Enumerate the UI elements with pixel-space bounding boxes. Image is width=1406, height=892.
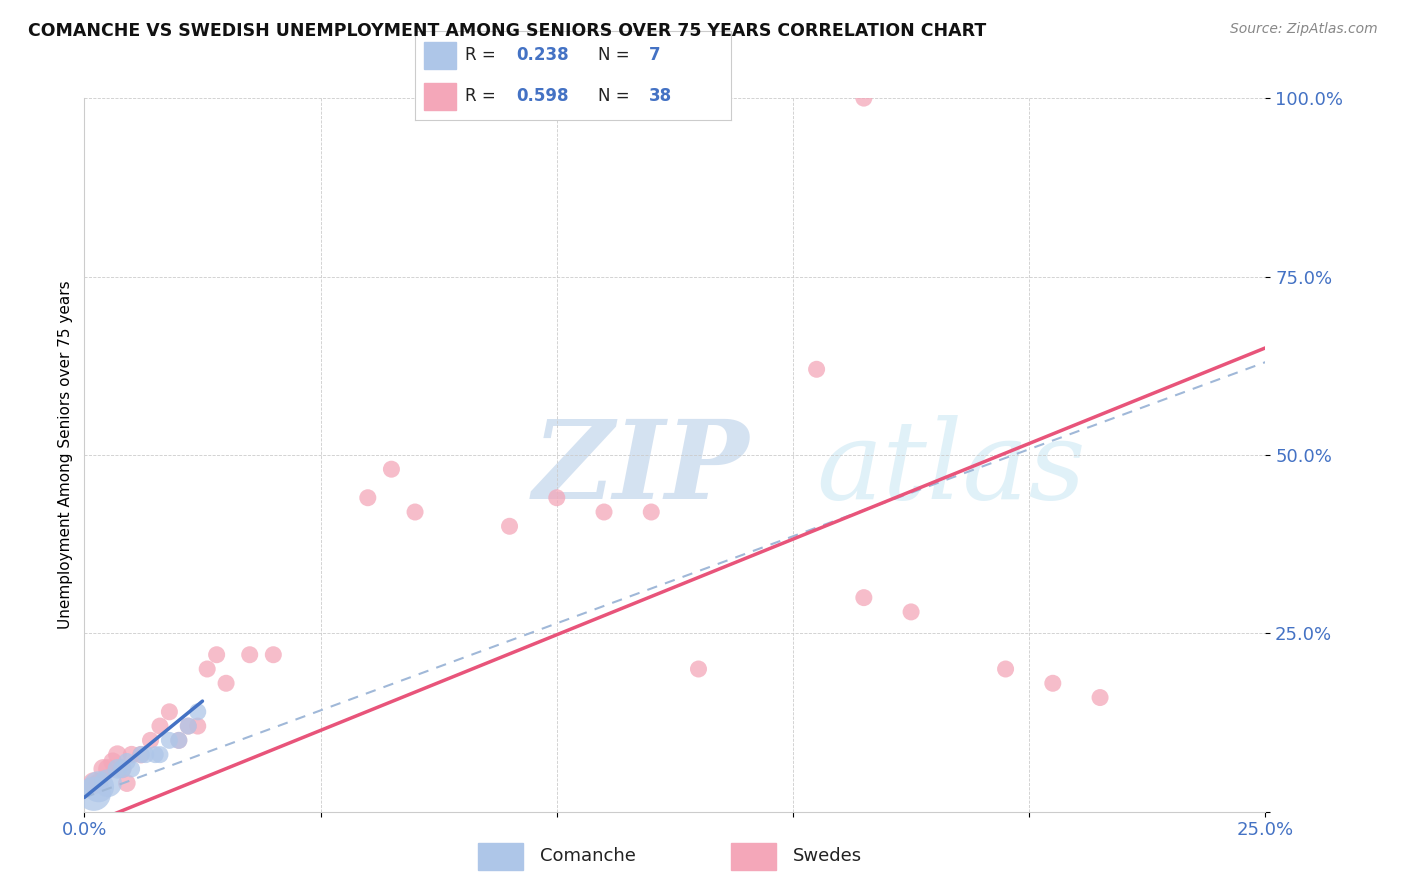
Text: COMANCHE VS SWEDISH UNEMPLOYMENT AMONG SENIORS OVER 75 YEARS CORRELATION CHART: COMANCHE VS SWEDISH UNEMPLOYMENT AMONG S…	[28, 22, 987, 40]
Y-axis label: Unemployment Among Seniors over 75 years: Unemployment Among Seniors over 75 years	[58, 281, 73, 629]
Point	[121, 762, 143, 776]
Point	[205, 648, 228, 662]
Point	[87, 780, 110, 794]
Text: atlas: atlas	[817, 416, 1087, 523]
Point	[143, 747, 166, 762]
Text: N =: N =	[599, 46, 636, 64]
Point	[215, 676, 238, 690]
Point	[111, 762, 134, 776]
Point	[900, 605, 922, 619]
Text: R =: R =	[465, 46, 502, 64]
Point	[149, 719, 172, 733]
Point	[83, 776, 105, 790]
Point	[157, 705, 180, 719]
Point	[239, 648, 262, 662]
Point	[91, 762, 114, 776]
Point	[97, 762, 120, 776]
Point	[121, 747, 143, 762]
Point	[640, 505, 662, 519]
Text: 0.598: 0.598	[516, 87, 568, 105]
Point	[167, 733, 190, 747]
Text: Swedes: Swedes	[793, 847, 862, 865]
Point	[115, 776, 138, 790]
Point	[167, 733, 190, 747]
FancyBboxPatch shape	[731, 843, 776, 870]
Point	[593, 505, 616, 519]
Point	[404, 505, 426, 519]
Point	[688, 662, 710, 676]
Point	[139, 733, 162, 747]
Point	[97, 776, 120, 790]
Point	[1042, 676, 1064, 690]
Point	[177, 719, 200, 733]
Point	[262, 648, 284, 662]
Point	[107, 762, 129, 776]
Point	[546, 491, 568, 505]
Point	[380, 462, 402, 476]
Point	[135, 747, 157, 762]
Text: 38: 38	[650, 87, 672, 105]
Point	[451, 91, 474, 105]
Point	[101, 755, 124, 769]
Text: N =: N =	[599, 87, 636, 105]
Point	[806, 362, 828, 376]
Text: Comanche: Comanche	[540, 847, 636, 865]
Point	[852, 91, 875, 105]
Point	[1088, 690, 1111, 705]
Text: 7: 7	[650, 46, 661, 64]
Point	[115, 755, 138, 769]
Point	[187, 719, 209, 733]
Point	[149, 747, 172, 762]
Point	[195, 662, 218, 676]
Point	[157, 733, 180, 747]
Point	[852, 591, 875, 605]
Point	[498, 519, 520, 533]
Point	[994, 662, 1017, 676]
FancyBboxPatch shape	[478, 843, 523, 870]
Point	[107, 747, 129, 762]
Point	[111, 762, 134, 776]
FancyBboxPatch shape	[425, 83, 456, 110]
Text: 0.238: 0.238	[516, 46, 568, 64]
Point	[451, 91, 474, 105]
Text: Source: ZipAtlas.com: Source: ZipAtlas.com	[1230, 22, 1378, 37]
Point	[129, 747, 152, 762]
FancyBboxPatch shape	[425, 42, 456, 69]
Point	[177, 719, 200, 733]
Point	[357, 491, 380, 505]
Point	[87, 776, 110, 790]
Point	[83, 787, 105, 801]
Text: ZIP: ZIP	[533, 416, 749, 523]
Text: R =: R =	[465, 87, 502, 105]
Point	[129, 747, 152, 762]
Point	[187, 705, 209, 719]
